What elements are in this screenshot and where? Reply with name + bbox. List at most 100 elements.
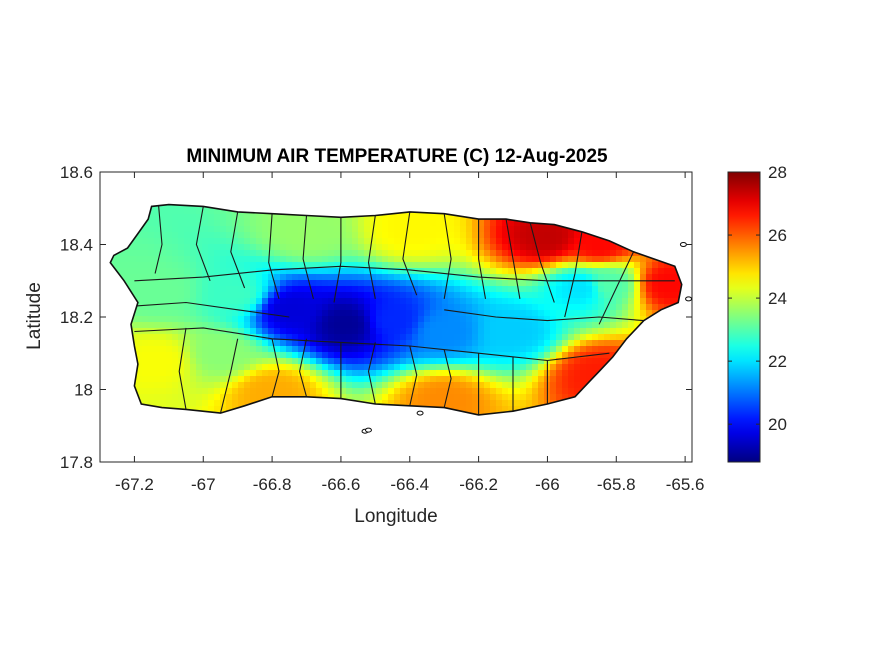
temperature-cell: [634, 298, 641, 305]
temperature-cell: [166, 334, 173, 341]
temperature-cell: [364, 394, 371, 401]
temperature-cell: [568, 322, 575, 329]
municipality-boundary: [443, 349, 452, 408]
temperature-cell: [250, 232, 257, 239]
temperature-cell: [598, 268, 605, 275]
temperature-cell: [304, 214, 311, 221]
temperature-cell: [184, 226, 191, 233]
temperature-cell: [454, 304, 461, 311]
temperature-cell: [178, 322, 185, 329]
temperature-cell: [220, 256, 227, 263]
temperature-cell: [214, 298, 221, 305]
temperature-cell: [226, 334, 233, 341]
temperature-cell: [322, 262, 329, 269]
temperature-cell: [292, 334, 299, 341]
temperature-cell: [466, 298, 473, 305]
temperature-cell: [250, 250, 257, 257]
temperature-cell: [286, 340, 293, 347]
temperature-cell: [304, 310, 311, 317]
temperature-cell: [298, 298, 305, 305]
temperature-cell: [328, 382, 335, 389]
temperature-cell: [160, 204, 167, 209]
temperature-cell: [568, 382, 575, 389]
temperature-cell: [598, 304, 605, 311]
temperature-cell: [280, 382, 287, 389]
temperature-cell: [472, 400, 479, 407]
temperature-cell: [532, 292, 539, 299]
temperature-cell: [358, 304, 365, 311]
temperature-cell: [268, 316, 275, 323]
temperature-cell: [610, 298, 617, 305]
temperature-cell: [238, 280, 245, 287]
temperature-cell: [340, 256, 347, 263]
temperature-cell: [604, 358, 611, 365]
temperature-cell: [490, 394, 497, 401]
temperature-cell: [280, 388, 287, 395]
temperature-cell: [370, 334, 377, 341]
temperature-cell: [418, 346, 425, 353]
temperature-cell: [376, 250, 383, 257]
temperature-cell: [364, 256, 371, 263]
temperature-cell: [304, 280, 311, 287]
temperature-cell: [448, 262, 455, 269]
temperature-cell: [148, 268, 155, 275]
temperature-cell: [388, 376, 395, 383]
temperature-cell: [430, 232, 437, 239]
temperature-cell: [202, 388, 209, 395]
temperature-cell: [178, 388, 185, 395]
temperature-cell: [292, 220, 299, 227]
temperature-cell: [394, 244, 401, 251]
temperature-cell: [634, 286, 641, 293]
temperature-cell: [184, 400, 191, 407]
temperature-cell: [208, 304, 215, 311]
temperature-cell: [202, 346, 209, 353]
temperature-cell: [232, 394, 239, 401]
temperature-cell: [274, 274, 281, 281]
temperature-cell: [220, 316, 227, 323]
temperature-cell: [406, 268, 413, 275]
temperature-cell: [442, 388, 449, 395]
temperature-cell: [310, 286, 317, 293]
temperature-cell: [130, 280, 137, 287]
temperature-cell: [562, 274, 569, 281]
temperature-cell: [250, 322, 257, 329]
temperature-cell: [562, 376, 569, 383]
y-tick-label: 18.4: [60, 236, 93, 255]
temperature-cell: [352, 394, 359, 401]
temperature-cell: [436, 388, 443, 395]
temperature-cell: [226, 226, 233, 233]
temperature-cell: [496, 292, 503, 299]
temperature-cell: [520, 382, 527, 389]
temperature-cell: [424, 328, 431, 335]
temperature-cell: [502, 226, 509, 233]
temperature-cell: [244, 316, 251, 323]
temperature-cell: [562, 304, 569, 311]
temperature-cell: [346, 382, 353, 389]
temperature-cell: [172, 232, 179, 239]
temperature-cell: [466, 340, 473, 347]
temperature-cell: [430, 364, 437, 371]
temperature-cell: [394, 214, 401, 221]
temperature-cell: [376, 334, 383, 341]
temperature-cell: [142, 358, 149, 365]
temperature-cell: [442, 256, 449, 263]
temperature-cell: [136, 268, 143, 275]
temperature-cell: [544, 352, 551, 359]
temperature-cell: [418, 244, 425, 251]
temperature-cell: [154, 382, 161, 389]
temperature-cell: [334, 358, 341, 365]
temperature-cell: [358, 250, 365, 257]
temperature-cell: [652, 298, 659, 305]
temperature-cell: [172, 214, 179, 221]
temperature-cell: [298, 340, 305, 347]
temperature-cell: [358, 370, 365, 377]
temperature-cell: [286, 352, 293, 359]
temperature-cell: [364, 376, 371, 383]
temperature-cell: [196, 382, 203, 389]
temperature-cell: [544, 334, 551, 341]
temperature-cell: [232, 352, 239, 359]
temperature-cell: [418, 376, 425, 383]
temperature-cell: [424, 376, 431, 383]
temperature-cell: [562, 322, 569, 329]
temperature-cell: [340, 304, 347, 311]
